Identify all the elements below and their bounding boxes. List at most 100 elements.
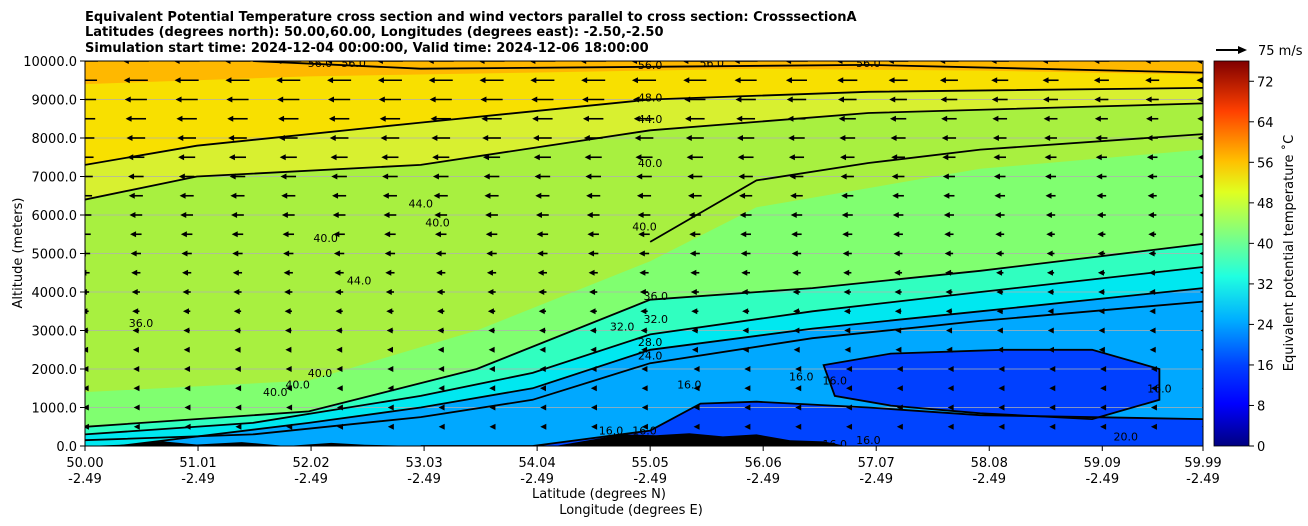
wind-vector-204 bbox=[1097, 269, 1105, 276]
wind-vector-head bbox=[181, 250, 188, 257]
wind-vector-98 bbox=[387, 346, 394, 353]
wind-vector-90 bbox=[1150, 366, 1157, 372]
wind-vector-head bbox=[580, 61, 587, 64]
wind-vector-268 bbox=[841, 212, 853, 218]
wind-vector-head bbox=[432, 154, 439, 161]
wind-vector-head bbox=[234, 366, 241, 372]
wind-vector-head bbox=[180, 231, 187, 238]
wind-vector-269 bbox=[892, 212, 904, 218]
wind-vector-429 bbox=[837, 77, 858, 84]
wind-vector-96 bbox=[285, 346, 292, 353]
wind-vector-357 bbox=[685, 135, 704, 141]
wind-vector-head bbox=[481, 115, 488, 122]
wind-vector-127 bbox=[691, 327, 699, 334]
wind-vector-376 bbox=[481, 115, 502, 122]
x-tick-label-lon-5: -2.49 bbox=[633, 472, 667, 487]
wind-vector-168 bbox=[436, 289, 445, 295]
wind-vector-176 bbox=[843, 289, 851, 295]
wind-vector-head bbox=[184, 385, 191, 392]
wind-vector-head bbox=[1150, 404, 1157, 411]
wind-vector-head bbox=[331, 173, 338, 180]
wind-vector-head bbox=[1196, 61, 1203, 64]
wind-vector-head bbox=[438, 385, 445, 392]
wind-vector-229 bbox=[1199, 251, 1203, 256]
wind-vector-head bbox=[1096, 173, 1103, 180]
wind-vector-125 bbox=[589, 327, 597, 334]
wind-vector-head bbox=[591, 423, 598, 430]
wind-vector-457 bbox=[1093, 61, 1110, 64]
wind-vector-head bbox=[1095, 154, 1102, 161]
wind-vector-head bbox=[1100, 366, 1107, 372]
y-tick-label-5: 5000.0 bbox=[32, 248, 78, 263]
terrain bbox=[85, 433, 1203, 446]
wind-vector-198 bbox=[792, 269, 801, 276]
wind-vector-381 bbox=[736, 115, 756, 122]
wind-vector-312 bbox=[738, 173, 753, 180]
wind-vector-head bbox=[433, 192, 440, 199]
chart-title-line-1: Equivalent Potential Temperature cross s… bbox=[85, 10, 857, 25]
wind-vector-head bbox=[432, 173, 439, 180]
wind-vector-331 bbox=[533, 154, 551, 161]
wind-vector-228 bbox=[1148, 250, 1156, 257]
wind-vector-head bbox=[789, 173, 796, 180]
x-tick-label-lat-5: 55.05 bbox=[632, 456, 669, 471]
wind-vector-head bbox=[437, 327, 444, 334]
wind-vector-head bbox=[329, 135, 336, 141]
wind-vector-95 bbox=[234, 346, 241, 353]
wind-vector-227 bbox=[1097, 250, 1106, 257]
wind-vector-head bbox=[173, 61, 180, 64]
wind-vector-head bbox=[225, 77, 232, 84]
wind-vector-head bbox=[437, 346, 444, 353]
wind-vector-head bbox=[1093, 77, 1100, 84]
wind-vector-20 bbox=[1100, 423, 1107, 430]
wind-vector-158 bbox=[1098, 308, 1105, 315]
colorbar: 0 8 16 24 32 40 48 56 64 72 bbox=[1213, 60, 1274, 455]
wind-vector-head bbox=[235, 404, 242, 411]
wind-vector-377 bbox=[532, 115, 553, 122]
chart-title-line-2: Latitudes (degrees north): 50.00,60.00, … bbox=[85, 25, 664, 40]
wind-vector-head bbox=[227, 115, 234, 122]
wind-vector-384 bbox=[889, 115, 907, 122]
wind-vector-264 bbox=[637, 212, 651, 218]
wind-vector-130 bbox=[844, 327, 851, 334]
wind-vector-head bbox=[795, 366, 802, 372]
wind-vector-350 bbox=[329, 135, 349, 141]
wind-vector-65 bbox=[1049, 385, 1056, 392]
wind-vector-424 bbox=[581, 77, 606, 84]
wind-vector-413 bbox=[1196, 96, 1203, 103]
wind-vector-head bbox=[889, 96, 896, 103]
wind-vector-409 bbox=[991, 96, 1008, 103]
wind-vector-26 bbox=[235, 404, 242, 411]
wind-vector-head bbox=[942, 154, 949, 161]
wind-vector-head bbox=[178, 173, 185, 180]
wind-vector-80 bbox=[641, 366, 648, 372]
y-tick-label-2: 2000.0 bbox=[32, 363, 78, 378]
wind-vector-head bbox=[124, 96, 131, 103]
wind-vector-head bbox=[946, 327, 953, 334]
wind-vector-266 bbox=[739, 212, 752, 218]
wind-vector-251 bbox=[1148, 231, 1157, 238]
wind-vector-83 bbox=[795, 366, 802, 372]
wind-vector-head bbox=[183, 346, 190, 353]
colorbar-tick-label-8: 64 bbox=[1257, 116, 1274, 131]
y-tick-label-1: 1000.0 bbox=[32, 402, 78, 417]
wind-vector-425 bbox=[631, 77, 657, 84]
contour-label-6: 44.0 bbox=[638, 113, 663, 126]
wind-vector-147 bbox=[538, 308, 547, 315]
wind-vector-head bbox=[387, 385, 394, 392]
wind-vector-358 bbox=[737, 135, 755, 141]
y-tick-label-10: 10000.0 bbox=[23, 55, 77, 70]
wind-vector-57 bbox=[641, 385, 648, 392]
wind-vector-373 bbox=[328, 115, 350, 122]
wind-vector-94 bbox=[183, 346, 190, 353]
wind-vector-head bbox=[230, 192, 237, 199]
wind-vector-head bbox=[1100, 404, 1107, 411]
x-tick-label-lon-10: -2.49 bbox=[1186, 472, 1220, 487]
wind-vector-333 bbox=[635, 154, 653, 161]
wind-vector-head bbox=[437, 308, 444, 315]
wind-vector-41 bbox=[998, 404, 1005, 411]
contour-label-27: 16.0 bbox=[632, 425, 657, 438]
wind-vector-head bbox=[634, 135, 641, 141]
wind-vector-320 bbox=[1147, 173, 1158, 180]
x-tick-label-lat-0: 50.00 bbox=[66, 456, 103, 471]
